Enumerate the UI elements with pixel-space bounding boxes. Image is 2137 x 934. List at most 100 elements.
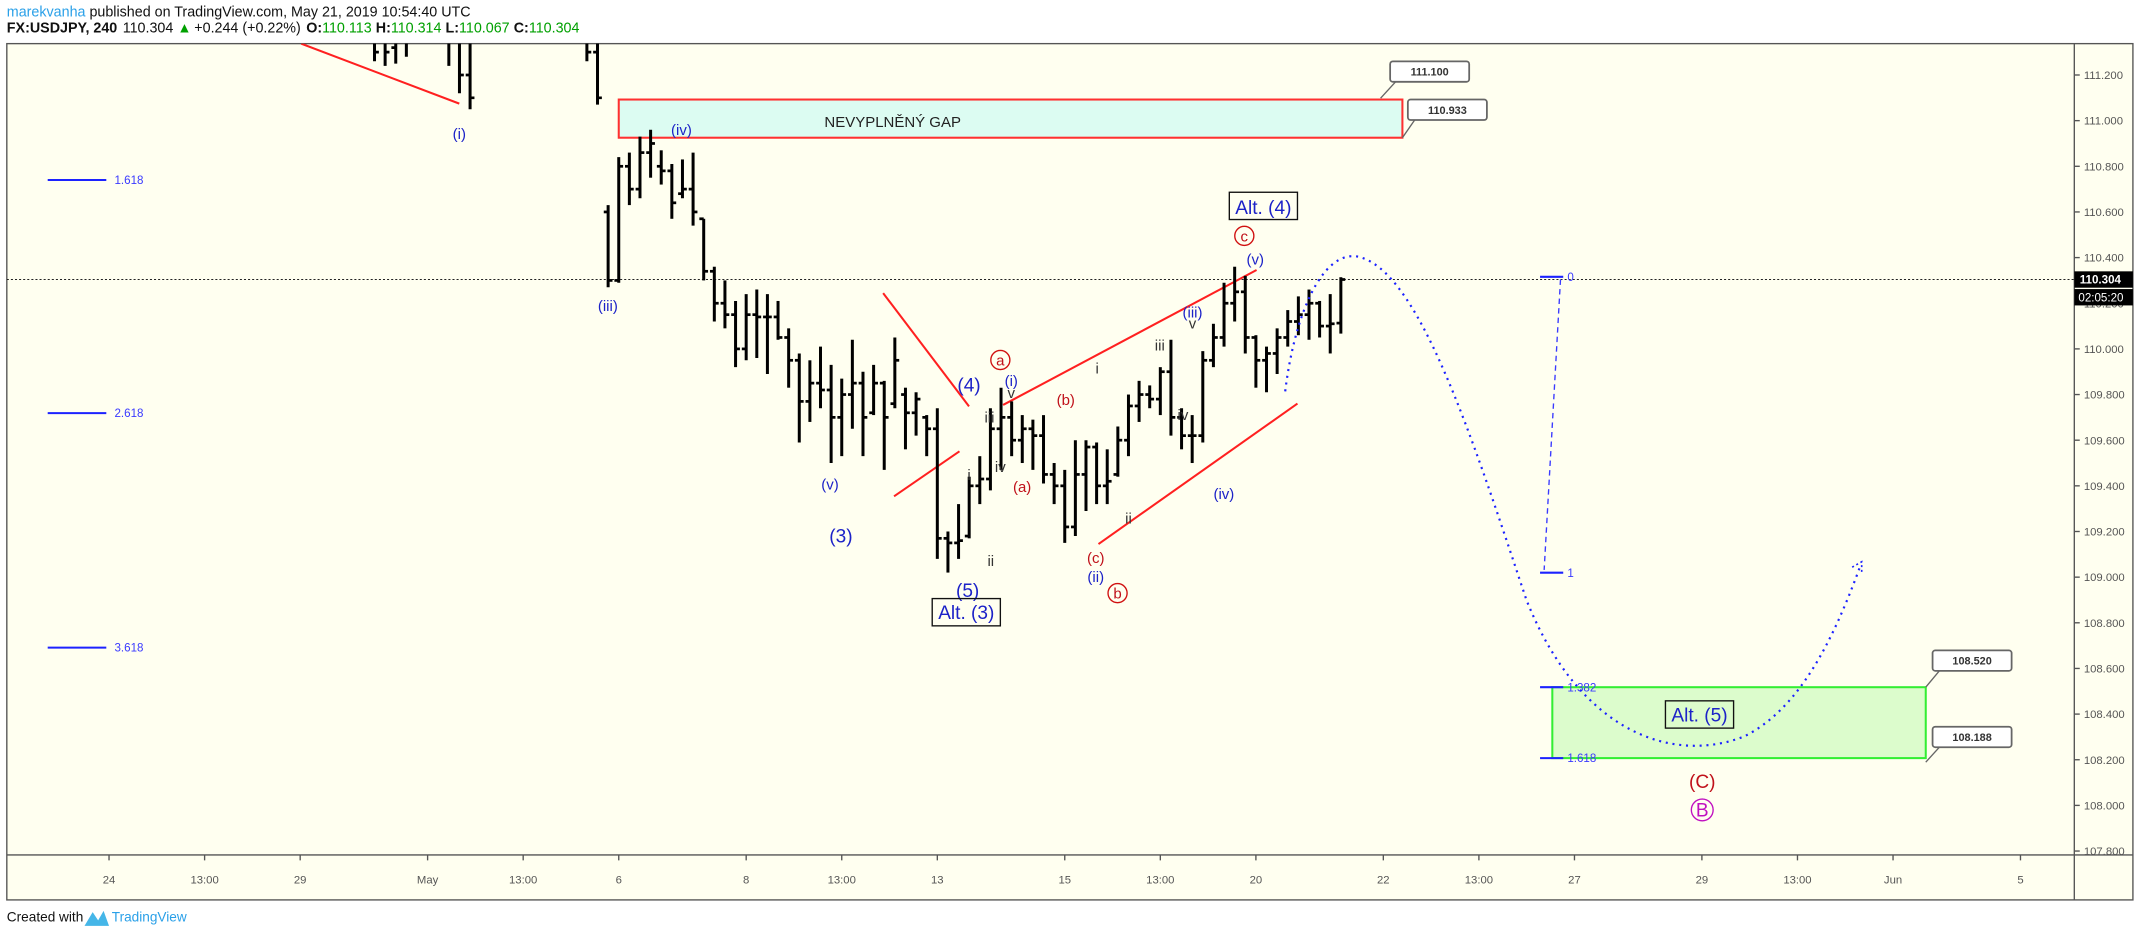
ohlc-bar xyxy=(678,159,687,199)
ohlc-bar xyxy=(932,408,942,559)
ohlc-bar xyxy=(1092,442,1101,505)
fib-level-label: 1.382 xyxy=(1567,682,1596,694)
price-tick-label: 109.000 xyxy=(2084,572,2125,584)
ohlc-bar xyxy=(996,387,1006,470)
ohlc-bar xyxy=(593,43,602,105)
time-axis[interactable]: 24 13:00 29 May 13:00 6 8 13:00 13 15 13:00 20 22 13:… xyxy=(103,854,2024,887)
wave-label: (i) xyxy=(1005,373,1018,390)
ohlc-bar xyxy=(911,392,921,436)
wave-label: iv xyxy=(1178,407,1189,424)
ohlc-bar xyxy=(943,531,953,573)
publish-text: published on TradingView.com, May 21, 20… xyxy=(85,4,470,20)
chart-frame xyxy=(6,42,2134,901)
wave-label: (C) xyxy=(1689,772,1715,793)
wave-label: i xyxy=(967,467,970,484)
ohlc-bar xyxy=(1325,294,1335,354)
ohlc-bar xyxy=(1272,328,1282,375)
time-tick-label: 13:00 xyxy=(190,875,218,887)
ohlc-bar xyxy=(1230,266,1240,322)
price-tick-label: 111.200 xyxy=(2084,70,2123,82)
ohlc-bar xyxy=(1240,275,1250,354)
close-value: 110.304 xyxy=(529,21,580,37)
wave-label: v xyxy=(1008,385,1016,402)
ohlc-bar xyxy=(890,337,900,409)
author-link[interactable]: marekvanha xyxy=(7,4,86,20)
price-callouts[interactable]: 111.100 110.933 108.520 108.188 xyxy=(1380,60,2013,763)
time-tick-label: 13:00 xyxy=(509,875,537,887)
ohlc-bar xyxy=(901,387,910,450)
price-tick-label: 110.000 xyxy=(2084,344,2124,356)
time-tick-label: 22 xyxy=(1377,875,1390,887)
fib-level-label: 3.618 xyxy=(114,643,143,655)
ohlc-bar xyxy=(373,43,379,62)
ohlc-bar xyxy=(656,150,666,185)
fib-level-label: 1.618 xyxy=(114,175,143,187)
current-price-value: 110.304 xyxy=(2080,275,2122,287)
price-tick-label: 109.200 xyxy=(2084,527,2125,539)
time-tick-label: 13:00 xyxy=(1783,875,1811,887)
ohlc-bar xyxy=(1187,415,1197,464)
fib-level-label: 1.618 xyxy=(1567,753,1596,765)
ohlc-bar xyxy=(720,280,730,329)
price-tick-label: 110.800 xyxy=(2084,161,2124,173)
ohlc-bar xyxy=(603,205,613,288)
ohlc-bar xyxy=(741,294,751,361)
ohlc-bar xyxy=(391,43,398,64)
unfilled-gap-zone[interactable] xyxy=(617,98,1404,139)
price-axis[interactable]: 111.200111.000110.800110.600110.400110.2… xyxy=(2074,70,2125,858)
ohlc-bar xyxy=(954,504,963,559)
ohlc-bar xyxy=(848,339,857,429)
wave-label: (iv) xyxy=(671,122,692,139)
trendline[interactable] xyxy=(1097,402,1299,545)
price-tick-label: 107.800 xyxy=(2084,846,2125,858)
trendline[interactable] xyxy=(1002,269,1258,406)
ohlc-bar xyxy=(805,360,815,422)
tradingview-link[interactable]: TradingView xyxy=(112,910,187,925)
wave-label: i xyxy=(1095,361,1098,378)
ohlc-bar xyxy=(447,43,451,66)
price-tick-label: 109.400 xyxy=(2084,481,2125,493)
ohlc-bar xyxy=(1336,277,1346,334)
ohlc-bar xyxy=(752,289,762,359)
fib-extension-right[interactable]: 0 1 1.382 1.618 xyxy=(1540,272,1596,765)
last-price: 110.304 xyxy=(123,21,174,37)
ohlc-bar xyxy=(625,152,634,206)
price-tick-label: 111.000 xyxy=(2084,116,2123,128)
trendline[interactable] xyxy=(300,43,460,105)
ohlc-bar xyxy=(709,266,719,322)
wave-label: c xyxy=(1241,228,1249,245)
fib-extension-left[interactable]: 1.618 2.618 3.618 xyxy=(47,175,144,655)
ohlc-bar xyxy=(1028,419,1038,470)
wave-label: (iii) xyxy=(598,298,618,315)
ohlc-bar xyxy=(1155,367,1165,416)
ohlc-bar xyxy=(1251,335,1261,388)
wave-label: b xyxy=(1113,586,1121,603)
wave-label: (iii) xyxy=(1183,305,1203,322)
time-tick-label: 15 xyxy=(1058,875,1071,887)
ohlc-bar xyxy=(699,217,709,281)
ohlc-bar xyxy=(784,328,794,388)
bar-countdown-tag xyxy=(2074,289,2133,306)
ohlc-bar xyxy=(826,364,836,464)
wave-label: (4) xyxy=(957,375,980,396)
time-tick-label: 13:00 xyxy=(828,875,856,887)
time-tick-label: May xyxy=(417,875,439,887)
ohlc-bar xyxy=(1081,440,1091,511)
up-arrow-icon: ▲ xyxy=(177,21,191,37)
wave-label: v xyxy=(1189,316,1197,333)
time-tick-label: 5 xyxy=(2017,875,2023,887)
ohlc-bar xyxy=(794,353,804,443)
trendlines[interactable] xyxy=(300,43,1299,545)
ohlc-bar xyxy=(1219,282,1229,347)
ohlc-bar xyxy=(1198,351,1208,443)
trendline[interactable] xyxy=(882,292,970,407)
ohlc-bar xyxy=(635,136,645,199)
price-tick-label: 108.000 xyxy=(2084,800,2125,812)
ohlc-bar xyxy=(837,378,847,457)
ohlc-bar xyxy=(457,43,464,94)
ohlc-bar xyxy=(585,43,592,62)
ohlc-bar xyxy=(1145,385,1155,409)
target-zone[interactable] xyxy=(1551,686,1927,760)
trendline[interactable] xyxy=(893,450,961,498)
